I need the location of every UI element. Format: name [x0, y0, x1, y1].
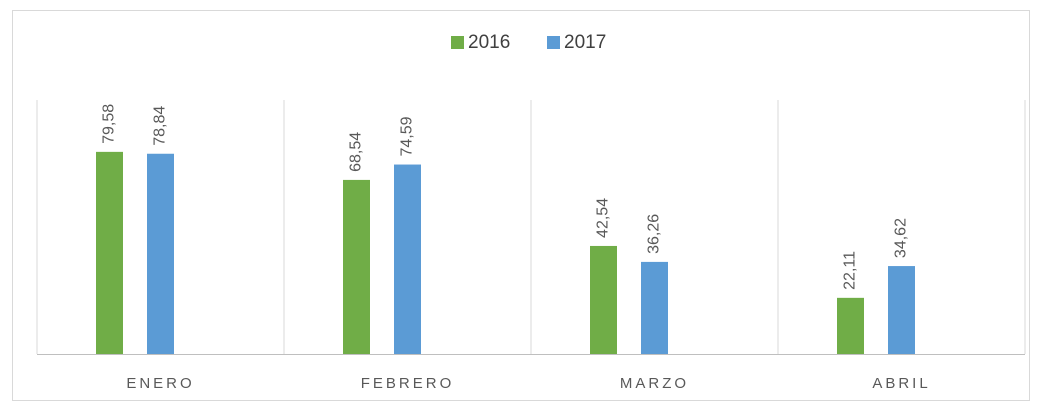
data-label: 42,54 [595, 198, 612, 238]
x-tick-label: ENERO [126, 375, 194, 392]
bar [888, 266, 915, 354]
data-label: 36,26 [646, 214, 663, 254]
x-tick-label: ABRIL [872, 375, 930, 392]
category-separators [36, 100, 1026, 354]
data-label: 79,58 [101, 104, 118, 144]
x-tick-label: MARZO [620, 375, 689, 392]
bar [837, 297, 864, 354]
data-label: 74,59 [399, 116, 416, 156]
legend-label: 2017 [564, 32, 606, 53]
bar [147, 153, 174, 354]
bar [641, 261, 668, 354]
data-label: 34,62 [893, 218, 910, 258]
legend-label: 2016 [468, 32, 510, 53]
legend-swatch [547, 36, 560, 49]
bar [96, 151, 123, 354]
legend-swatch [451, 36, 464, 49]
bar [343, 179, 370, 354]
data-label: 68,54 [348, 132, 365, 172]
data-label: 22,11 [842, 251, 859, 290]
bar [394, 164, 421, 354]
x-tick-label: FEBRERO [361, 375, 455, 392]
data-label: 78,84 [152, 106, 169, 146]
bar [590, 245, 617, 354]
